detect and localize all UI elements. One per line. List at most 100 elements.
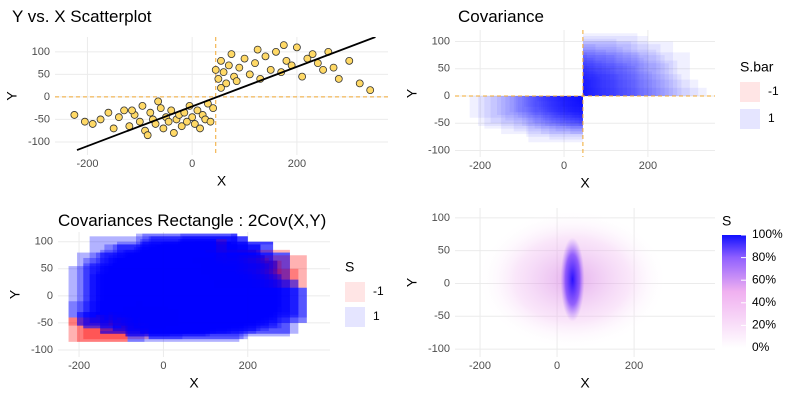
pair-rect (104, 279, 191, 321)
cov-rect (549, 95, 583, 140)
pair-rect (171, 287, 307, 318)
cov-rect (469, 95, 583, 118)
cov-rect (536, 95, 583, 102)
cov-rect (582, 57, 594, 96)
pair-rect (171, 279, 299, 318)
x-tick-label: 200 (288, 158, 306, 170)
legend-title: S (345, 259, 354, 275)
pair-rect (95, 314, 153, 318)
pair-rect (165, 274, 282, 329)
pair-rect (154, 244, 261, 332)
point (224, 61, 233, 70)
legend-label: 1 (768, 111, 775, 125)
point (214, 74, 223, 83)
pair-rect (131, 255, 215, 323)
cov-rect (582, 41, 632, 96)
cov-rect (578, 95, 583, 126)
x-tick-label: 200 (625, 360, 643, 372)
pair-rect (104, 244, 261, 321)
y-tick-label: -100 (31, 344, 53, 356)
point (222, 79, 231, 88)
x-tick-label: 0 (160, 360, 166, 372)
pair-rect (123, 260, 202, 307)
cov-rect (501, 95, 583, 135)
pair-rect (117, 317, 164, 321)
pair-rect (169, 268, 210, 334)
pair-rect (163, 271, 198, 321)
y-tick-label: 100 (432, 35, 450, 47)
pair-rect (178, 276, 200, 326)
pair-rect (131, 274, 219, 323)
pair-rect (95, 274, 185, 315)
cov-rect (582, 79, 699, 96)
point (183, 117, 191, 126)
point (193, 106, 202, 115)
point (217, 56, 225, 65)
pair-rect (138, 247, 223, 310)
y-tick-label: 50 (41, 263, 53, 275)
pair-rect (136, 301, 143, 321)
pair-rect (112, 244, 196, 332)
pair-rect (68, 301, 137, 318)
x-axis-title: X (217, 173, 227, 189)
pair-rect (184, 271, 252, 275)
point (261, 52, 270, 61)
point (227, 50, 236, 59)
point (135, 117, 144, 126)
cov-rect (490, 95, 583, 124)
point (334, 74, 343, 83)
pair-rect (121, 260, 278, 326)
legend-label: -1 (768, 84, 779, 98)
y-tick-label: -100 (428, 343, 450, 355)
pair-rect (180, 241, 231, 310)
pair-rect (129, 314, 172, 318)
pair-rect (121, 260, 202, 326)
y-tick-label: 0 (44, 91, 50, 103)
density-core (560, 237, 585, 322)
pair-rect (100, 252, 187, 334)
pair-rect (146, 252, 240, 313)
pair-rect (136, 233, 238, 302)
point (177, 122, 186, 131)
y-tick-label: 50 (438, 63, 450, 75)
cov-rect (574, 95, 583, 124)
pair-rect (121, 271, 198, 326)
pair-rect (178, 263, 227, 326)
cov-rect (582, 65, 636, 96)
pair-rect (142, 233, 238, 321)
pair-rect (108, 255, 265, 313)
point (169, 129, 178, 137)
pair-rect (167, 274, 282, 313)
pair-rect (150, 274, 185, 323)
pair-rect (182, 236, 248, 264)
pair-rect (192, 257, 269, 264)
y-tick-label: -50 (37, 317, 53, 329)
pair-rect (76, 312, 115, 326)
pair-rect (190, 255, 265, 280)
pair-rect (197, 260, 278, 272)
pair-rect (161, 244, 196, 307)
pair-rect (123, 306, 168, 313)
pair-rect (195, 241, 274, 245)
cov-rect (582, 60, 602, 96)
y-tick-label: -50 (434, 310, 450, 322)
x-axis-title: X (189, 375, 199, 391)
pair-rect (173, 274, 219, 323)
point (209, 104, 218, 113)
pair-rect (186, 274, 219, 286)
cov-rect (572, 95, 583, 118)
legend-title: S (722, 213, 731, 229)
cov-rect (582, 79, 592, 96)
point (96, 115, 105, 124)
point (154, 97, 163, 106)
y-tick-label: 100 (32, 46, 50, 58)
pair-rect (165, 260, 278, 329)
pair-rect (129, 255, 215, 315)
cov-rect (582, 74, 585, 96)
cov-rect (530, 95, 583, 116)
point (235, 63, 244, 72)
point (219, 68, 228, 77)
plot-area (455, 30, 715, 157)
pair-rect (125, 249, 206, 337)
